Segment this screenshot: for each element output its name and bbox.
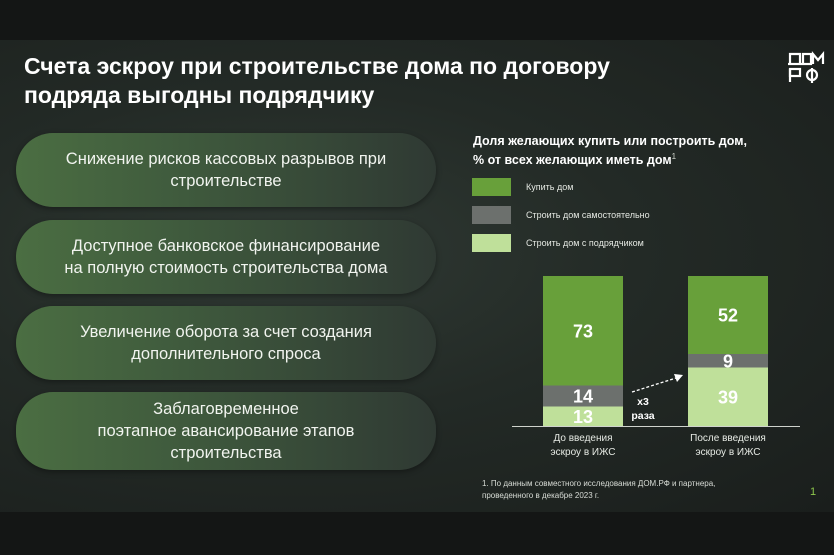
chart-title: Доля желающих купить или построить дом, … (473, 133, 813, 168)
benefit-text: дополнительного спроса (131, 345, 321, 363)
category-label: До введения (554, 433, 613, 444)
annotation-multiplier: х3 (637, 396, 649, 408)
benefit-text: Заблаговременное (153, 400, 299, 418)
data-label: 39 (718, 387, 738, 407)
data-label: 52 (718, 306, 738, 326)
legend-swatch (472, 178, 511, 196)
legend-item-contractor: Строить дом с подрядчиком (472, 234, 644, 252)
bar-segment (543, 276, 623, 386)
footnote: 1. По данным совместного исследования ДО… (482, 478, 782, 502)
benefit-text: Увеличение оборота за счет создания (80, 323, 372, 341)
bar-segment (543, 385, 623, 407)
benefit-pill: Снижение рисков кассовых разрывов при ст… (16, 133, 436, 207)
benefit-text: строительства (170, 444, 282, 462)
benefit-text: поэтапное авансирование этапов (97, 422, 355, 440)
slide-title: Счета эскроу при строительстве дома по д… (24, 52, 724, 110)
growth-arrow (631, 377, 677, 393)
legend-label: Строить дом с подрядчиком (526, 238, 644, 248)
page-number: 1 (810, 486, 817, 498)
benefit-pill: Увеличение оборота за счет создания допо… (16, 306, 436, 380)
legend-swatch (472, 234, 511, 252)
category-label: эскроу в ИЖС (551, 447, 616, 458)
legend-item-self-build: Строить дом самостоятельно (472, 206, 650, 224)
slide-title-line: Счета эскроу при строительстве дома по д… (24, 53, 610, 79)
annotation-times: раза (631, 410, 654, 422)
chart-title-line: % от всех желающих иметь дом (473, 153, 672, 168)
bar-segment (688, 367, 768, 426)
legend-swatch (472, 206, 511, 224)
benefit-text: строительстве (170, 172, 282, 190)
category-label: эскроу в ИЖС (696, 447, 761, 458)
chart-title-line: Доля желающих купить или построить дом, (473, 134, 747, 148)
data-label: 14 (573, 387, 593, 407)
legend-item-buy: Купить дом (472, 178, 573, 196)
benefit-text: Доступное банковское финансирование (71, 237, 381, 255)
data-label: 9 (723, 351, 733, 371)
benefit-text: на полную стоимость строительства дома (64, 259, 388, 277)
footnote-line: 1. По данным совместного исследования ДО… (482, 479, 716, 488)
slide-title-line: подряда выгодны подрядчику (24, 82, 375, 108)
bar-segment (688, 354, 768, 368)
bar-segment (688, 276, 768, 354)
benefit-pill: Доступное банковское финансирование на п… (16, 220, 436, 294)
top-letterbox (0, 0, 834, 40)
data-label: 13 (573, 407, 593, 427)
footnote-marker: 1 (671, 152, 677, 161)
bar-segment (543, 406, 623, 426)
category-label: После введения (690, 433, 766, 444)
benefit-pill: Заблаговременное поэтапное авансирование… (16, 392, 436, 470)
data-label: 73 (573, 321, 593, 341)
dom-rf-logo-icon (788, 50, 825, 83)
footnote-line: проведенного в декабре 2023 г. (482, 491, 600, 500)
bottom-letterbox (0, 512, 834, 555)
legend-label: Купить дом (526, 182, 574, 192)
growth-arrow-head (674, 374, 683, 382)
benefit-text: Снижение рисков кассовых разрывов при (65, 150, 387, 168)
legend-label: Строить дом самостоятельно (526, 210, 650, 220)
